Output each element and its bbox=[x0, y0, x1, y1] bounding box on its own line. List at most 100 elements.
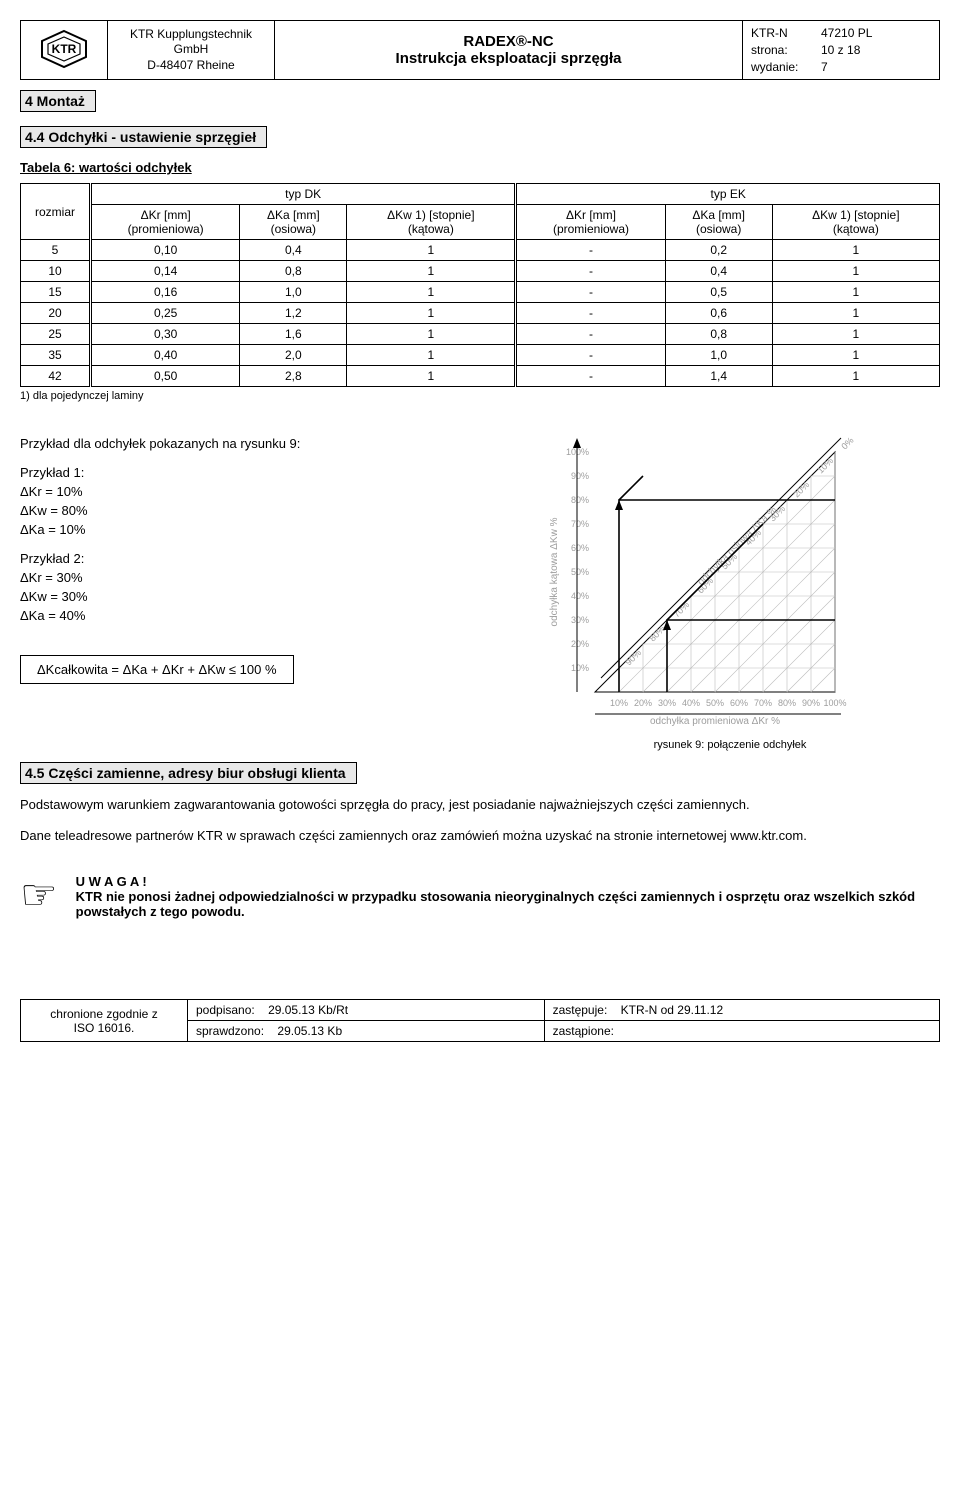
th-ek-kw: ΔKw 1) [stopnie](kątowa) bbox=[772, 205, 939, 240]
th-ek-ka: ΔKa [mm](osiowa) bbox=[665, 205, 772, 240]
th-group-ek: typ EK bbox=[516, 184, 940, 205]
table-cell: 0,30 bbox=[91, 324, 240, 345]
table-cell: 10 bbox=[21, 261, 91, 282]
notice-block: ☞ U W A G A ! KTR nie ponosi żadnej odpo… bbox=[20, 874, 940, 919]
footer-replaced: zastąpione: bbox=[544, 1021, 939, 1042]
table-cell: 1 bbox=[347, 303, 516, 324]
figure-9: 10%10%20%20%30%30%40%40%50%50%60%60%70%7… bbox=[520, 432, 940, 732]
table-cell: 1 bbox=[772, 366, 939, 387]
company-line3: D-48407 Rheine bbox=[116, 58, 266, 74]
footer-signed: podpisano: 29.05.13 Kb/Rt bbox=[188, 1000, 545, 1021]
svg-text:70%: 70% bbox=[754, 698, 772, 708]
footer-replaces: zastępuje: KTR-N od 29.11.12 bbox=[544, 1000, 939, 1021]
para1: Podstawowym warunkiem zagwarantowania go… bbox=[20, 796, 940, 814]
table-cell: 1 bbox=[347, 324, 516, 345]
svg-text:10%: 10% bbox=[610, 698, 628, 708]
table-cell: 1 bbox=[347, 366, 516, 387]
para2: Dane teleadresowe partnerów KTR w sprawa… bbox=[20, 827, 940, 845]
section-44-heading: 4.4 Odchyłki - ustawienie sprzęgieł bbox=[20, 126, 267, 148]
ex1-l2: ΔKw = 80% bbox=[20, 503, 500, 518]
footer-checked: sprawdzono: 29.05.13 Kb bbox=[188, 1021, 545, 1042]
title-line1: RADEX®-NC bbox=[283, 33, 734, 50]
table-cell: 0,10 bbox=[91, 240, 240, 261]
svg-text:odchyłka kątowa ΔKw %: odchyłka kątowa ΔKw % bbox=[549, 518, 560, 627]
table-cell: 1 bbox=[772, 282, 939, 303]
table-cell: 2,8 bbox=[240, 366, 347, 387]
svg-text:80%: 80% bbox=[571, 495, 589, 505]
examples-intro: Przykład dla odchyłek pokazanych na rysu… bbox=[20, 436, 500, 451]
table-cell: 1 bbox=[347, 261, 516, 282]
table-row: 250,301,61-0,81 bbox=[21, 324, 940, 345]
table-cell: 1 bbox=[772, 261, 939, 282]
doc-title: RADEX®-NC Instrukcja eksploatacji sprzęg… bbox=[275, 21, 743, 80]
notice-body: KTR nie ponosi żadnej odpowiedzialności … bbox=[76, 889, 940, 919]
svg-text:20%: 20% bbox=[791, 480, 811, 500]
table-row: 350,402,01-1,01 bbox=[21, 345, 940, 366]
company-line1: KTR Kupplungstechnik bbox=[116, 27, 266, 43]
table-cell: 1 bbox=[772, 345, 939, 366]
svg-text:20%: 20% bbox=[634, 698, 652, 708]
company-line2: GmbH bbox=[116, 42, 266, 58]
table-cell: - bbox=[516, 366, 665, 387]
company-cell: KTR Kupplungstechnik GmbH D-48407 Rheine bbox=[108, 21, 275, 80]
ktrn-value: 47210 PL bbox=[821, 25, 872, 42]
table-cell: 35 bbox=[21, 345, 91, 366]
th-ek-kr: ΔKr [mm](promieniowa) bbox=[516, 205, 665, 240]
svg-text:60%: 60% bbox=[571, 543, 589, 553]
table-cell: 42 bbox=[21, 366, 91, 387]
edition-label: wydanie: bbox=[751, 59, 821, 76]
table-row: 200,251,21-0,61 bbox=[21, 303, 940, 324]
table-cell: 0,2 bbox=[665, 240, 772, 261]
table-row: 150,161,01-0,51 bbox=[21, 282, 940, 303]
svg-text:90%: 90% bbox=[802, 698, 820, 708]
table-cell: 1 bbox=[347, 240, 516, 261]
svg-text:50%: 50% bbox=[706, 698, 724, 708]
table6-title: Tabela 6: wartości odchyłek bbox=[20, 160, 940, 175]
formula-box: ΔKcałkowita = ΔKa + ΔKr + ΔKw ≤ 100 % bbox=[20, 655, 294, 684]
edition-value: 7 bbox=[821, 59, 828, 76]
table-cell: 2,0 bbox=[240, 345, 347, 366]
th-dk-ka: ΔKa [mm](osiowa) bbox=[240, 205, 347, 240]
table-cell: - bbox=[516, 303, 665, 324]
table-cell: - bbox=[516, 345, 665, 366]
table-cell: 1 bbox=[772, 240, 939, 261]
table-cell: 1,0 bbox=[665, 345, 772, 366]
page-header: KTR KTR Kupplungstechnik GmbH D-48407 Rh… bbox=[20, 20, 940, 80]
th-dk-kw: ΔKw 1) [stopnie](kątowa) bbox=[347, 205, 516, 240]
table-cell: 1 bbox=[772, 324, 939, 345]
table-6: rozmiar typ DK typ EK ΔKr [mm](promienio… bbox=[20, 183, 940, 387]
table-cell: 0,4 bbox=[240, 240, 347, 261]
section-45-heading: 4.5 Części zamienne, adresy biur obsługi… bbox=[20, 762, 357, 784]
table-cell: 0,8 bbox=[665, 324, 772, 345]
table-cell: 1,0 bbox=[240, 282, 347, 303]
table-cell: 1 bbox=[347, 345, 516, 366]
table-cell: 25 bbox=[21, 324, 91, 345]
th-group-dk: typ DK bbox=[91, 184, 516, 205]
svg-text:odchyłka promieniowa ΔKr %: odchyłka promieniowa ΔKr % bbox=[650, 716, 780, 727]
svg-text:30%: 30% bbox=[571, 615, 589, 625]
table-cell: - bbox=[516, 282, 665, 303]
th-dk-kr: ΔKr [mm](promieniowa) bbox=[91, 205, 240, 240]
svg-text:10%: 10% bbox=[571, 663, 589, 673]
table-row: 420,502,81-1,41 bbox=[21, 366, 940, 387]
table-cell: 0,14 bbox=[91, 261, 240, 282]
table-cell: - bbox=[516, 324, 665, 345]
ex1-l3: ΔKa = 10% bbox=[20, 522, 500, 537]
svg-text:70%: 70% bbox=[571, 519, 589, 529]
svg-text:80%: 80% bbox=[647, 624, 667, 644]
table-cell: 0,6 bbox=[665, 303, 772, 324]
table-cell: 1,6 bbox=[240, 324, 347, 345]
ex2-title: Przykład 2: bbox=[20, 551, 500, 566]
logo-cell: KTR bbox=[21, 21, 108, 80]
table-row: 100,140,81-0,41 bbox=[21, 261, 940, 282]
table-cell: 1 bbox=[772, 303, 939, 324]
svg-text:40%: 40% bbox=[682, 698, 700, 708]
th-rozmiar: rozmiar bbox=[21, 184, 91, 240]
ex1-title: Przykład 1: bbox=[20, 465, 500, 480]
svg-text:10%: 10% bbox=[815, 456, 835, 476]
notice-title: U W A G A ! bbox=[76, 874, 940, 889]
svg-text:odchyłka osiowa ΔKa %: odchyłka osiowa ΔKa % bbox=[696, 505, 779, 588]
table6-footnote: 1) dla pojedynczej laminy bbox=[20, 390, 940, 402]
header-meta: KTR-N 47210 PL strona: 10 z 18 wydanie: … bbox=[743, 21, 940, 80]
table-row: 50,100,41-0,21 bbox=[21, 240, 940, 261]
